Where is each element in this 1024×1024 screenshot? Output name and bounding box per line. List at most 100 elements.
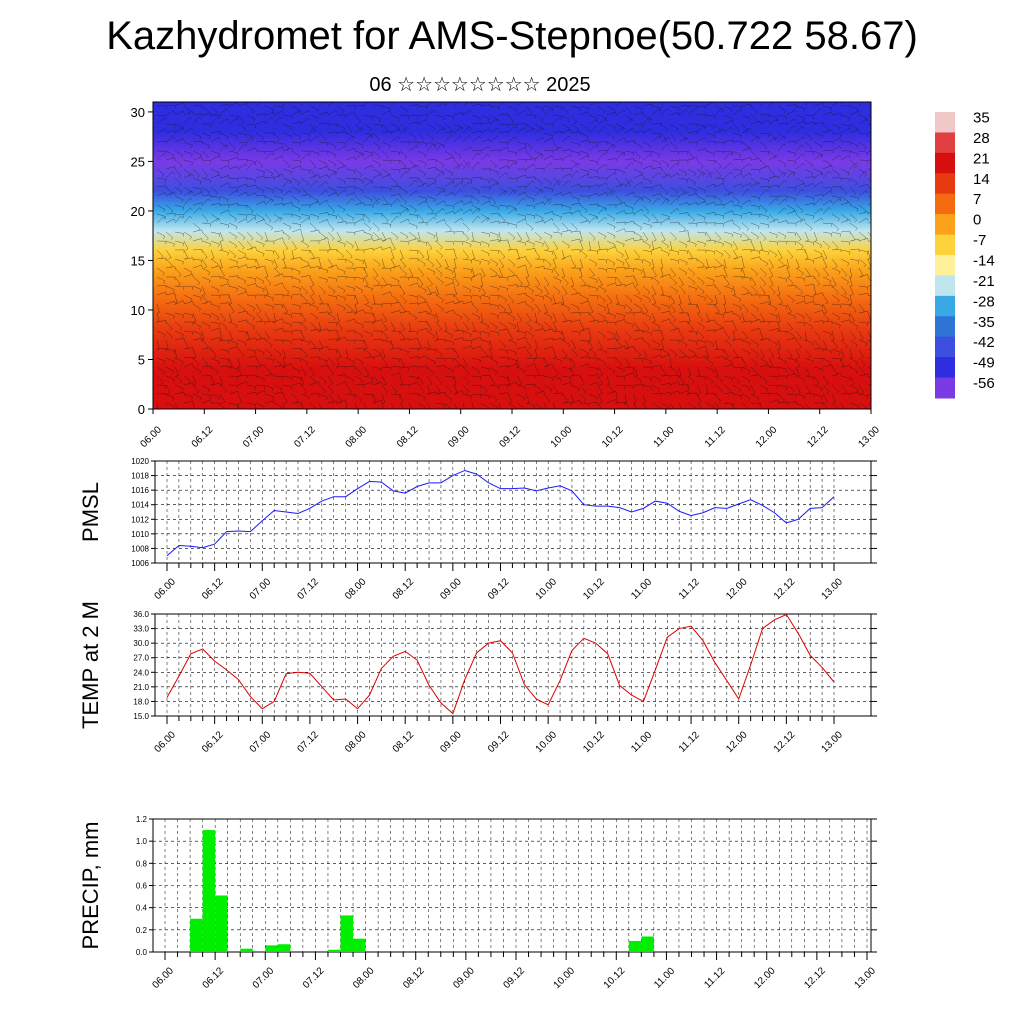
wind-barb-flag xyxy=(261,137,264,141)
wind-barb xyxy=(714,355,724,359)
wind-barb xyxy=(237,159,247,161)
wind-barb xyxy=(588,231,596,239)
wind-barb xyxy=(759,113,769,116)
wind-barb-flag xyxy=(602,336,606,340)
wind-barb-flag xyxy=(808,355,811,358)
wind-barb xyxy=(309,125,316,134)
wind-barb xyxy=(156,213,166,217)
wind-barb xyxy=(606,312,616,317)
wind-barb xyxy=(696,345,706,350)
wind-barb xyxy=(768,231,778,236)
wind-barb-flag xyxy=(235,343,238,347)
wind-barb xyxy=(696,159,704,167)
wind-barb-flag xyxy=(480,346,482,350)
wind-barb xyxy=(210,366,219,373)
wind-barb xyxy=(741,222,749,230)
wind-barb-flag xyxy=(542,243,544,247)
wind-barb-flag xyxy=(748,398,751,402)
wind-barb-flag xyxy=(252,111,255,114)
wind-barb xyxy=(300,393,310,398)
wind-barb-flag xyxy=(619,364,622,368)
wind-barb xyxy=(399,170,407,179)
wind-barb xyxy=(714,159,722,167)
wind-barb-flag xyxy=(576,128,579,132)
wind-barb xyxy=(534,136,543,143)
wind-barb-flag xyxy=(209,243,211,247)
wind-barb-flag xyxy=(551,138,554,142)
wind-barb xyxy=(210,348,217,357)
wind-barb xyxy=(714,108,722,116)
wind-barb xyxy=(309,303,319,309)
wind-barb-flag xyxy=(255,147,257,151)
wind-barb-flag xyxy=(191,111,194,115)
wind-barb-flag xyxy=(658,379,661,383)
wind-barb-flag xyxy=(181,334,184,338)
wind-barb xyxy=(174,231,184,234)
wind-barb-flag xyxy=(675,290,678,294)
wind-barb-flag xyxy=(556,229,560,232)
wind-barb-flag xyxy=(804,300,806,304)
wind-barb-flag xyxy=(317,216,319,220)
wind-barb xyxy=(390,212,400,215)
wind-barb xyxy=(804,330,807,340)
wind-barb xyxy=(255,102,261,107)
wind-barb-flag xyxy=(650,181,652,185)
wind-barb xyxy=(498,221,508,224)
wind-barb-flag xyxy=(497,182,500,186)
wind-barb xyxy=(606,213,615,219)
wind-barb xyxy=(750,276,757,285)
wind-barb xyxy=(741,212,751,215)
wind-barb-flag xyxy=(361,127,364,130)
wind-barb xyxy=(723,219,733,224)
wind-barb-flag xyxy=(227,359,230,363)
wind-barb-flag xyxy=(330,383,334,386)
wind-barb xyxy=(255,402,265,407)
wind-barb xyxy=(309,135,317,143)
wind-barb xyxy=(390,372,400,377)
wind-barb xyxy=(354,258,364,262)
wind-barb-flag xyxy=(759,251,761,255)
wind-barb xyxy=(300,258,310,264)
wind-barb xyxy=(291,141,301,144)
wind-barb xyxy=(372,114,381,121)
wind-barb xyxy=(345,366,355,368)
wind-barb-flag xyxy=(549,198,553,201)
wind-barb-flag xyxy=(182,110,185,114)
wind-barb xyxy=(795,182,805,188)
wind-barb xyxy=(804,213,814,217)
wind-barb xyxy=(723,364,733,368)
wind-barb xyxy=(237,218,246,224)
wind-barb xyxy=(264,231,268,241)
wind-barb-flag xyxy=(370,199,373,203)
wind-barb-flag xyxy=(803,218,806,222)
wind-barb xyxy=(615,137,625,143)
wind-barb xyxy=(417,328,427,332)
wind-barb-flag xyxy=(693,282,696,285)
wind-barb xyxy=(246,266,256,269)
wind-barb-flag xyxy=(794,198,796,202)
wind-barb-flag xyxy=(711,381,714,384)
wind-barb xyxy=(156,320,166,323)
wind-barb xyxy=(696,393,702,403)
wind-barb xyxy=(741,330,749,338)
wind-barb-flag xyxy=(307,117,310,121)
wind-barb xyxy=(714,321,723,328)
wind-barb xyxy=(471,393,481,395)
wind-barb-flag xyxy=(713,153,715,157)
wind-barb xyxy=(714,123,722,131)
wind-barb-flag xyxy=(390,246,392,250)
wind-barb xyxy=(660,330,665,340)
wind-barb xyxy=(543,267,553,271)
wind-barb xyxy=(525,348,532,357)
wind-barb-flag xyxy=(177,411,180,412)
wind-barb xyxy=(606,384,614,392)
wind-barb xyxy=(489,159,497,167)
wind-barb xyxy=(363,294,369,303)
wind-barb xyxy=(192,238,202,242)
wind-barb xyxy=(237,276,247,282)
wind-barb xyxy=(660,186,669,193)
wind-barb xyxy=(246,213,256,216)
wind-barb xyxy=(615,330,620,340)
wind-barb xyxy=(795,249,805,251)
wind-barb xyxy=(651,392,661,395)
